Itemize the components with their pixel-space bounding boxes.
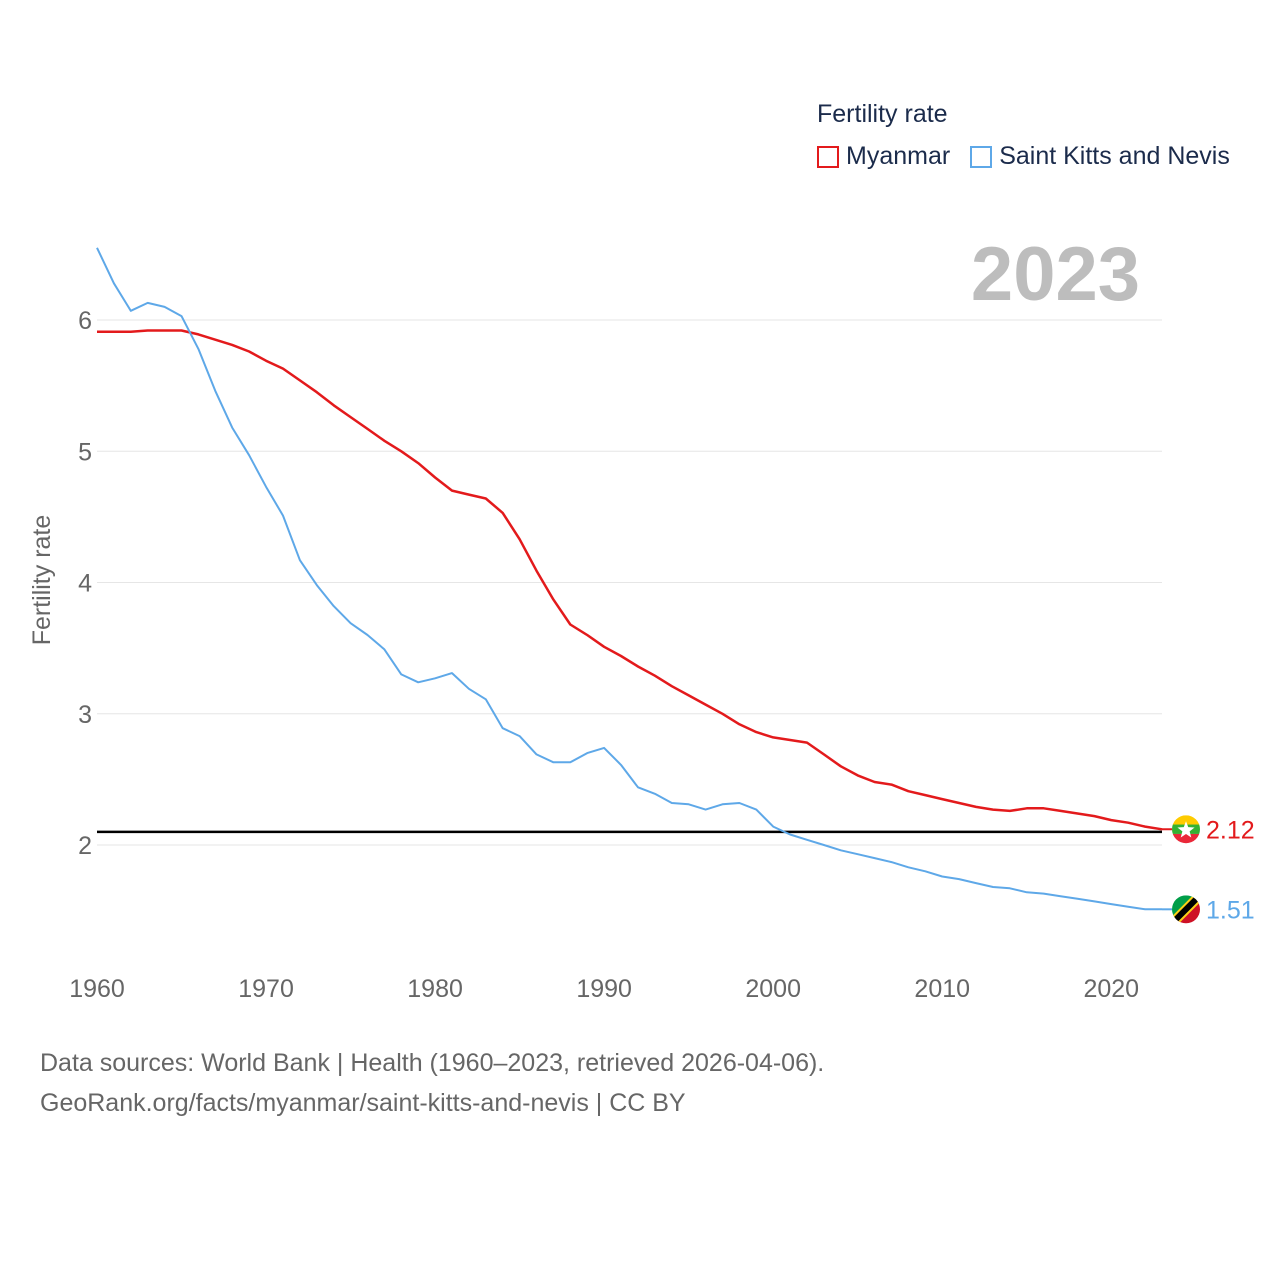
legend-swatch-saint-kitts-and-nevis [970,145,993,168]
footer-source: Data sources: World Bank | Health (1960–… [40,1049,825,1077]
legend-label-saint-kitts-and-nevis: Saint Kitts and Nevis [999,142,1230,170]
footer: Data sources: World Bank | Health (1960–… [40,1043,824,1123]
legend-swatch-myanmar [817,145,839,168]
footer-link[interactable]: GeoRank.org/facts/myanmar/saint-kitts-an… [40,1089,686,1117]
y-axis-title: Fertility rate [28,515,56,646]
series-line-myanmar[interactable] [97,329,1163,831]
y-tick-label: 6 [78,307,92,335]
year-label: 2023 [971,232,1140,317]
y-tick-label: 3 [78,701,92,729]
x-tick-label: 1970 [238,975,294,1003]
x-tick-label: 2010 [914,975,970,1003]
legend-item-myanmar[interactable]: Myanmar [817,142,950,171]
end-value-label-myanmar: 2.12 [1206,816,1255,844]
flag-icon-saint-kitts-and-nevis [1172,895,1200,924]
end-value-label-saint-kitts-and-nevis: 1.51 [1206,896,1255,924]
gridlines: 2 3 4 5 6 1960 1970 1980 1990 2000 2010 2020 [69,307,1162,1003]
y-tick-label: 2 [78,832,92,860]
end-markers: 2.12 1.51 [1162,815,1255,924]
series-line-saint-kitts-and-nevis[interactable] [96,247,1162,911]
x-tick-label: 1990 [576,975,632,1003]
series-group [96,247,1163,911]
y-tick-label: 4 [78,570,92,598]
x-tick-label: 1980 [407,975,463,1003]
x-tick-label: 2000 [745,975,801,1003]
x-tick-label: 1960 [69,975,125,1003]
legend: Myanmar Saint Kitts and Nevis [817,142,1250,171]
legend-item-saint-kitts-and-nevis[interactable]: Saint Kitts and Nevis [970,142,1230,171]
flag-icon-myanmar [1172,815,1200,844]
legend-label-myanmar: Myanmar [846,142,951,170]
x-tick-label: 2020 [1083,975,1139,1003]
legend-title: Fertility rate [817,100,948,128]
y-tick-label: 5 [78,438,92,466]
